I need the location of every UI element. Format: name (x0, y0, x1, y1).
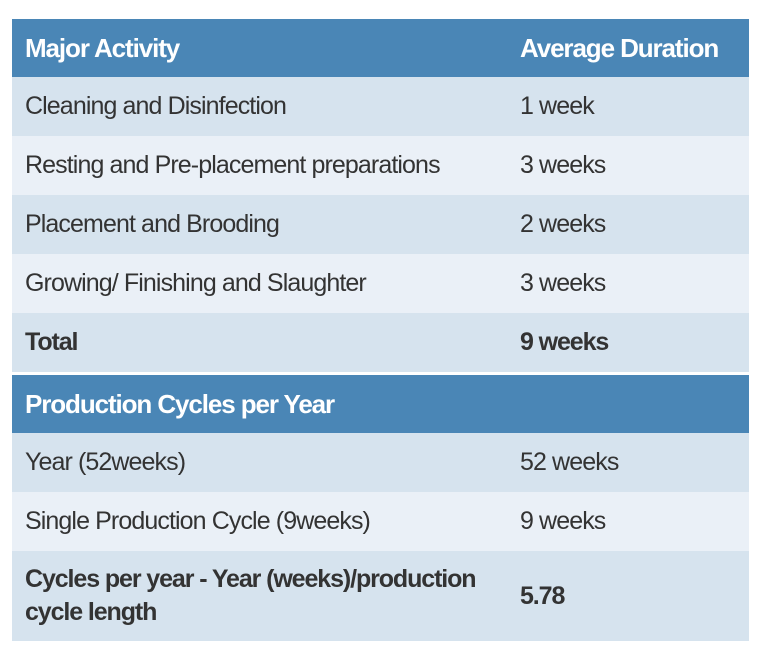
duration-cell: 3 weeks (520, 269, 606, 297)
table-row: Year (52weeks) 52 weeks (12, 433, 749, 492)
table-row: Resting and Pre-placement preparations 3… (12, 136, 749, 195)
cycles-per-year-row: Cycles per year - Year (weeks)/productio… (12, 551, 749, 641)
cycle-label-cell: Single Production Cycle (9weeks) (25, 507, 371, 535)
total-value: 9 weeks (520, 328, 609, 356)
activity-cell: Growing/ Finishing and Slaughter (25, 269, 367, 297)
table-divider (12, 372, 749, 375)
cycle-value-cell: 52 weeks (520, 448, 619, 476)
cycle-value-cell: 9 weeks (520, 507, 606, 535)
table-row: Placement and Brooding 2 weeks (12, 195, 749, 254)
duration-cell: 3 weeks (520, 151, 606, 179)
table-row: Single Production Cycle (9weeks) 9 weeks (12, 492, 749, 551)
activity-cell: Cleaning and Disinfection (25, 92, 287, 120)
cycle-label-cell: Year (52weeks) (25, 448, 186, 476)
activity-cell: Resting and Pre-placement preparations (25, 151, 441, 179)
duration-cell: 1 week (520, 92, 595, 120)
cycles-section-header: Production Cycles per Year (25, 388, 335, 419)
activity-column-header: Major Activity (25, 32, 180, 63)
activity-header-row: Major Activity Average Duration (12, 19, 749, 77)
duration-cell: 2 weeks (520, 210, 606, 238)
activity-cell: Placement and Brooding (25, 210, 280, 238)
table-row: Growing/ Finishing and Slaughter 3 weeks (12, 254, 749, 313)
cycles-header-row: Production Cycles per Year (12, 375, 749, 433)
table-row: Cleaning and Disinfection 1 week (12, 77, 749, 136)
cycles-per-year-label: Cycles per year - Year (weeks)/productio… (25, 565, 477, 626)
total-label: Total (25, 328, 78, 356)
cycles-per-year-value: 5.78 (520, 581, 565, 610)
production-table: Major Activity Average Duration Cleaning… (12, 19, 749, 641)
duration-column-header: Average Duration (520, 32, 719, 63)
total-row: Total 9 weeks (12, 313, 749, 372)
